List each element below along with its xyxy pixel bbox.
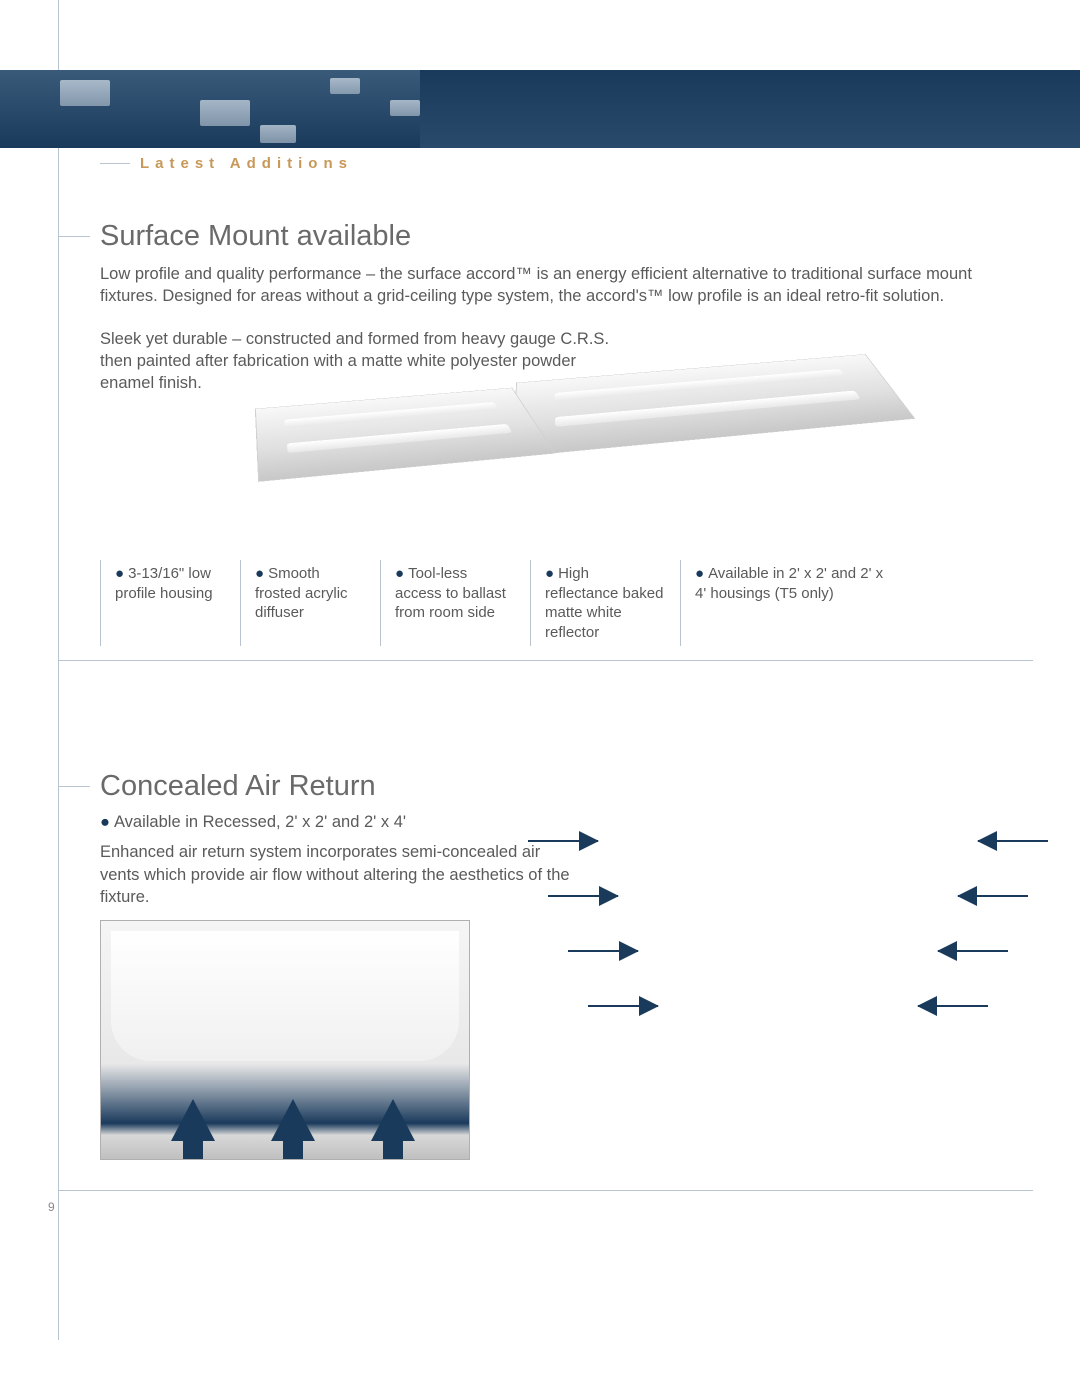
- feature-text: Smooth frosted acrylic diffuser: [255, 565, 348, 621]
- feature-item: ●3-13/16" low profile housing: [100, 560, 240, 646]
- feature-item: ●Available in 2' x 2' and 2' x 4' housin…: [680, 560, 900, 646]
- arrow-left-icon: [918, 1005, 988, 1007]
- feature-list: ●3-13/16" low profile housing ●Smooth fr…: [100, 560, 1033, 646]
- feature-text: 3-13/16" low profile housing: [115, 565, 213, 602]
- feature-text: Tool-less access to ballast from room si…: [395, 565, 506, 621]
- section1-title: Surface Mount available: [100, 220, 411, 253]
- arrow-left-icon: [978, 840, 1048, 842]
- horizontal-rule: [58, 660, 1033, 661]
- section-tag-label: Latest Additions: [140, 155, 353, 172]
- arrow-up-icon: [371, 1099, 415, 1141]
- product-image: [258, 330, 938, 520]
- feature-item: ●High reflectance baked matte white refl…: [530, 560, 680, 646]
- feature-text: High reflectance baked matte white refle…: [545, 565, 663, 641]
- page-number: 9: [48, 1200, 55, 1214]
- airflow-diagram: [528, 830, 1048, 1030]
- section-surface-mount: Surface Mount available Low profile and …: [58, 220, 1033, 394]
- section-tag: Latest Additions: [100, 155, 353, 172]
- feature-text: Available in 2' x 2' and 2' x 4' housing…: [695, 565, 883, 602]
- section2-availability: ●Available in Recessed, 2' x 2' and 2' x…: [100, 811, 580, 833]
- arrow-left-icon: [958, 895, 1028, 897]
- banner-image: [0, 70, 1080, 148]
- arrow-right-icon: [528, 840, 598, 842]
- arrow-right-icon: [548, 895, 618, 897]
- feature-item: ●Tool-less access to ballast from room s…: [380, 560, 530, 646]
- section2-para: Enhanced air return system incorporates …: [100, 841, 580, 908]
- horizontal-rule: [58, 1190, 1033, 1191]
- section-concealed-air: Concealed Air Return ●Available in Reces…: [58, 770, 1033, 908]
- feature-item: ●Smooth frosted acrylic diffuser: [240, 560, 380, 646]
- arrow-left-icon: [938, 950, 1008, 952]
- arrow-right-icon: [568, 950, 638, 952]
- section1-para1: Low profile and quality performance – th…: [100, 263, 1033, 308]
- vertical-rule: [58, 0, 59, 1340]
- arrow-up-icon: [271, 1099, 315, 1141]
- air-return-photo: [100, 920, 470, 1160]
- section2-title: Concealed Air Return: [100, 770, 376, 803]
- arrow-right-icon: [588, 1005, 658, 1007]
- arrow-up-icon: [171, 1099, 215, 1141]
